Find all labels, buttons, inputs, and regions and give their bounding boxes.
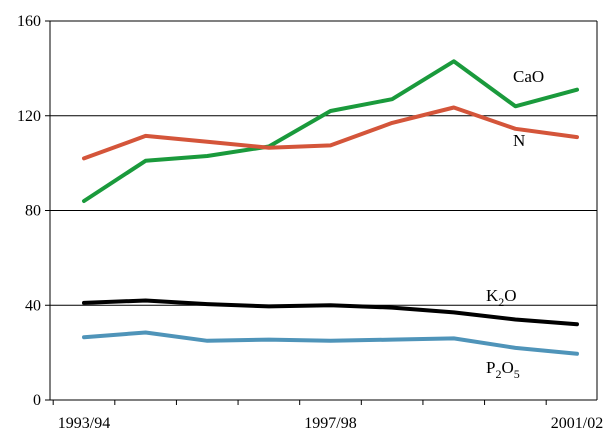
- series-line-n: [82, 105, 579, 161]
- series-label-p2o5: P2O5: [486, 358, 520, 381]
- y-tick-label-160: 160: [17, 13, 41, 30]
- y-tick-label-0: 0: [33, 392, 41, 409]
- y-axis: 0 40 80 120 160: [17, 13, 51, 409]
- series-label-n: N: [513, 131, 525, 150]
- series-line-k2o: [82, 298, 579, 327]
- y-tick-label-80: 80: [25, 203, 41, 220]
- series-labels: CaO N K2O P2O5: [486, 67, 544, 381]
- series-line-p2o5: [82, 330, 579, 356]
- series-line-cao: [82, 59, 579, 203]
- series-label-cao: CaO: [513, 67, 544, 86]
- x-axis: 1993/94 1997/98 2001/02: [50, 399, 603, 432]
- series-label-k2o: K2O: [486, 286, 517, 309]
- x-tick-label-2001-02: 2001/02: [551, 415, 603, 432]
- x-tick-label-1993-94: 1993/94: [58, 415, 110, 432]
- series-lines: [82, 59, 579, 356]
- y-tick-label-40: 40: [25, 297, 41, 314]
- x-tick-label-1997-98: 1997/98: [304, 415, 356, 432]
- y-tick-label-120: 120: [17, 108, 41, 125]
